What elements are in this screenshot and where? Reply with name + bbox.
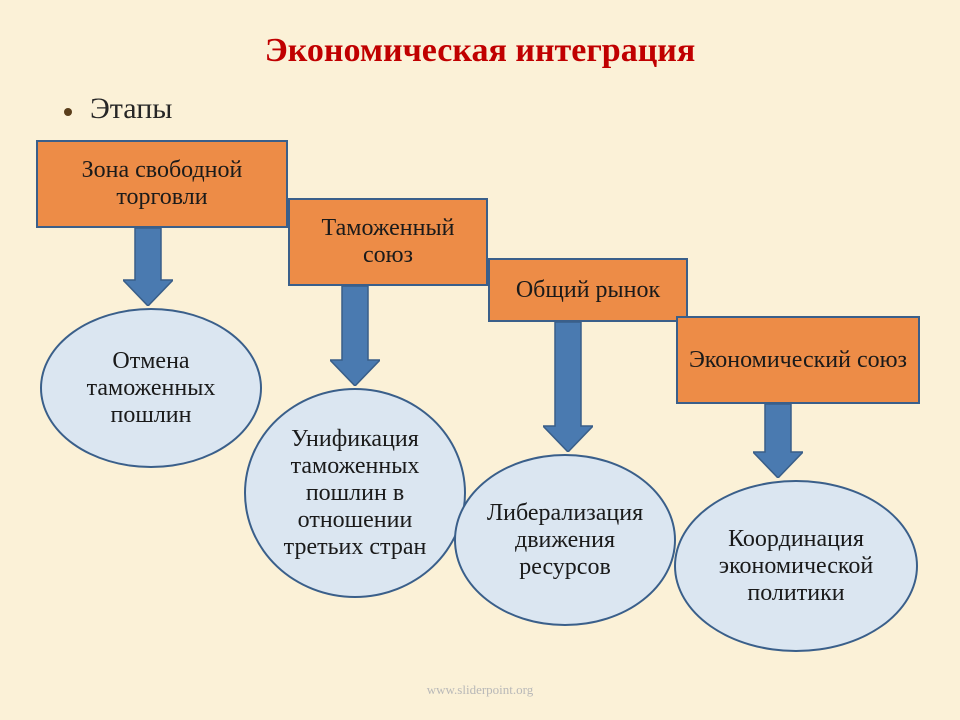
footer: www.sliderpoint.org	[0, 682, 960, 698]
stage-ellipse-label: Координация экономической политики	[690, 526, 902, 607]
stage-ellipse: Унификация таможенных пошлин в отношении…	[244, 388, 466, 598]
stage-rect: Общий рынок	[488, 258, 688, 322]
stage-ellipse-label: Отмена таможенных пошлин	[56, 348, 246, 429]
bullet-row: Этапы	[64, 92, 172, 126]
stage-ellipse-label: Унификация таможенных пошлин в отношении…	[260, 426, 450, 561]
down-arrow-icon	[330, 286, 380, 386]
bullet-dot-icon	[64, 108, 72, 116]
stage-rect: Зона свободной торговли	[36, 140, 288, 228]
stage-ellipse: Координация экономической политики	[674, 480, 918, 652]
stage-rect: Экономический союз	[676, 316, 920, 404]
stage-rect-label: Таможенный союз	[298, 215, 478, 269]
stage-ellipse: Либерализация движения ресурсов	[454, 454, 676, 626]
down-arrow-icon	[123, 228, 173, 306]
down-arrow-icon	[543, 322, 593, 452]
down-arrow-icon	[753, 404, 803, 478]
stage-rect: Таможенный союз	[288, 198, 488, 286]
stage-rect-label: Зона свободной торговли	[46, 157, 278, 211]
stage-ellipse: Отмена таможенных пошлин	[40, 308, 262, 468]
stage-ellipse-label: Либерализация движения ресурсов	[470, 500, 660, 581]
footer-text: www.sliderpoint.org	[427, 682, 534, 697]
stage-rect-label: Общий рынок	[516, 277, 660, 304]
slide-title: Экономическая интеграция	[0, 32, 960, 70]
bullet-text: Этапы	[90, 92, 172, 126]
title-text: Экономическая интеграция	[265, 32, 696, 69]
stage-rect-label: Экономический союз	[689, 347, 907, 374]
